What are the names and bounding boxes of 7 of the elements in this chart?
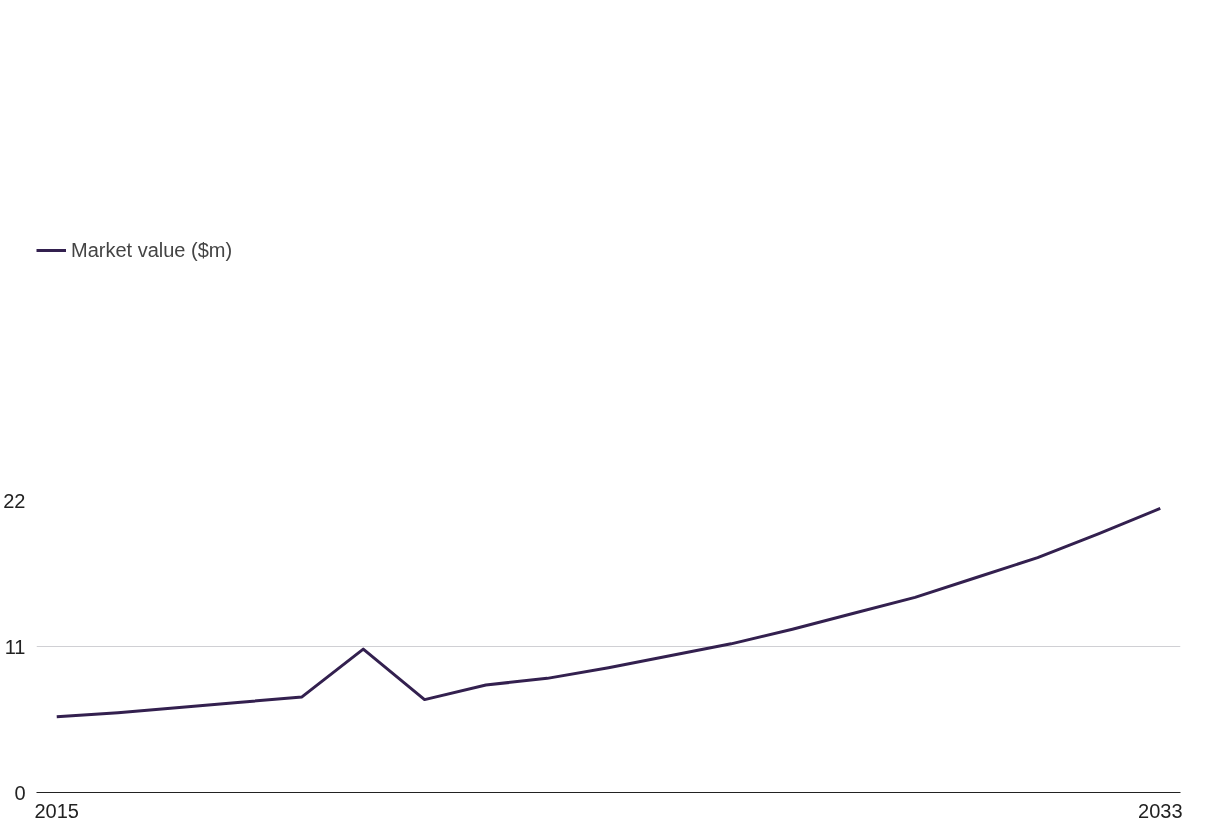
x-tick-label: 2015 — [34, 799, 79, 822]
x-tick-label: 2033 — [1138, 799, 1183, 822]
legend-label: Market value ($m) — [71, 238, 233, 262]
y-tick-label: 11 — [4, 635, 26, 658]
y-tick-label: 22 — [3, 489, 26, 512]
line-series — [55, 506, 1162, 719]
y-tick-label: 0 — [14, 781, 26, 804]
